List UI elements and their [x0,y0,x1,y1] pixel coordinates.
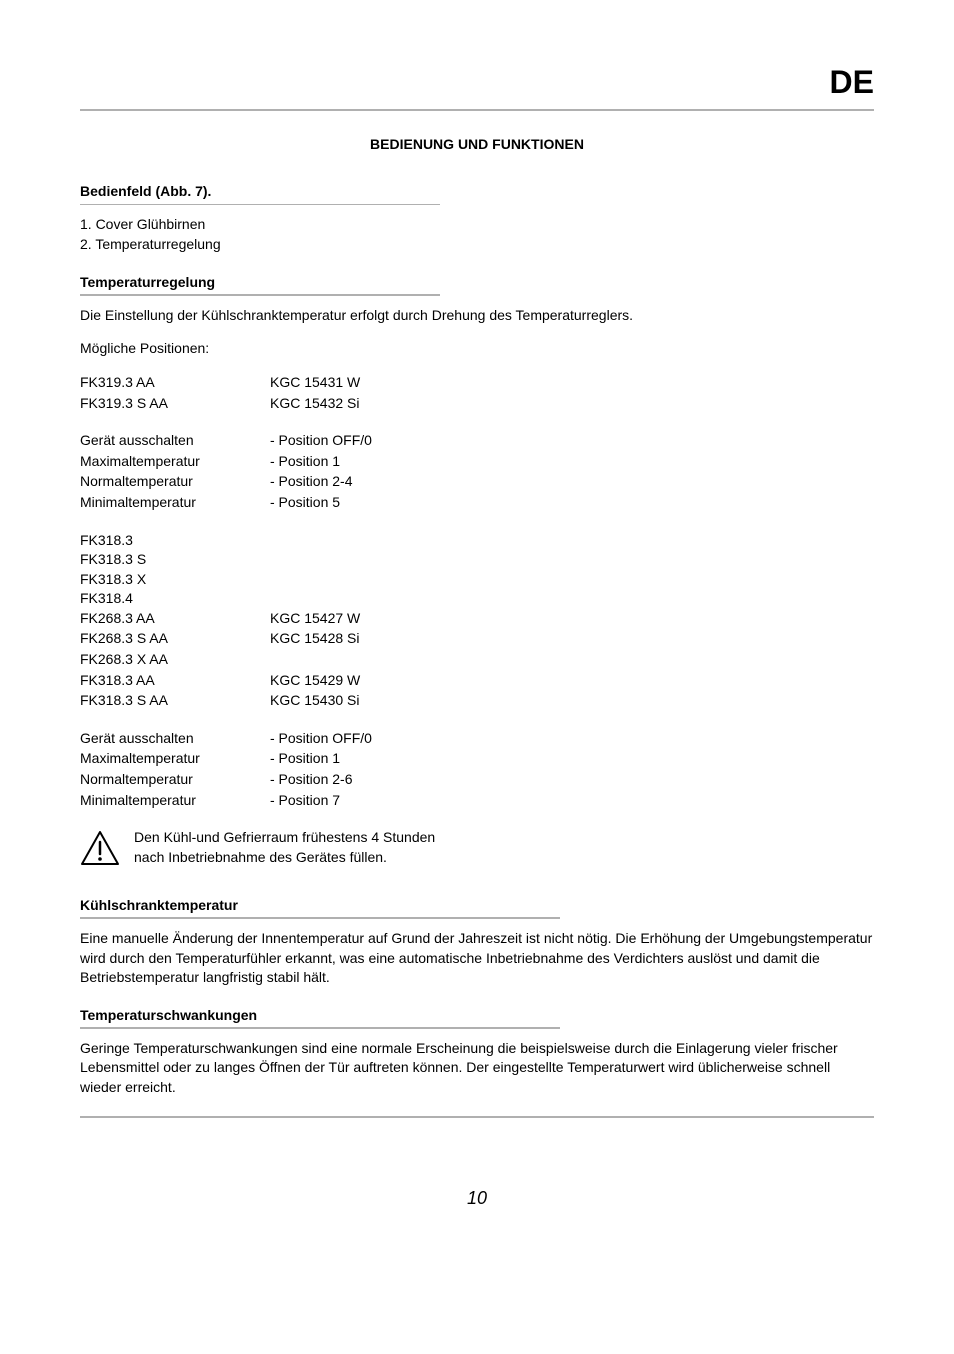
model-label: FK268.3 AA [80,609,260,629]
schwank-rule [80,1027,560,1029]
position-value: - Position 2-4 [270,472,874,492]
position-label: Gerät ausschalten [80,729,260,749]
position-value: - Position 1 [270,749,874,769]
kuhl-rule [80,917,560,919]
model-code: KGC 15427 W [270,609,874,629]
bedienfeld-heading: Bedienfeld (Abb. 7). [80,182,874,202]
position-value: - Position 7 [270,791,874,811]
position-label: Minimaltemperatur [80,791,260,811]
model-code [270,650,874,670]
schwank-heading: Temperaturschwankungen [80,1006,874,1026]
model-label: FK268.3 S AA [80,629,260,649]
position-label: Maximaltemperatur [80,749,260,769]
position-label: Minimaltemperatur [80,493,260,513]
warning-text: Den Kühl-und Gefrierraum frühestens 4 St… [134,828,454,867]
footer-rule [80,1116,874,1118]
models-b: FK268.3 AA KGC 15427 W FK268.3 S AA KGC … [80,609,874,711]
model-label: FK318.3 [80,531,874,551]
model-label: FK319.3 AA [80,373,260,393]
section-title: BEDIENUNG UND FUNKTIONEN [80,135,874,155]
positions-a: Gerät ausschalten - Position OFF/0 Maxim… [80,431,874,512]
header-rule [80,109,874,111]
tempreg-heading: Temperaturregelung [80,273,874,293]
model-code: KGC 15432 Si [270,394,874,414]
kuhl-body: Eine manuelle Änderung der Innentemperat… [80,929,874,988]
model-code: KGC 15428 Si [270,629,874,649]
position-value: - Position 1 [270,452,874,472]
bedienfeld-rule [80,204,440,206]
position-value: - Position OFF/0 [270,431,874,451]
warning-note: Den Kühl-und Gefrierraum frühestens 4 St… [80,828,874,872]
model-label: FK318.3 S AA [80,691,260,711]
position-label: Gerät ausschalten [80,431,260,451]
models-b-plain: FK318.3 FK318.3 S FK318.3 X FK318.4 [80,531,874,609]
model-code: KGC 15430 Si [270,691,874,711]
model-code: KGC 15429 W [270,671,874,691]
position-value: - Position OFF/0 [270,729,874,749]
list-item: 2. Temperaturregelung [80,235,874,255]
model-label: FK318.3 X [80,570,874,590]
model-label: FK319.3 S AA [80,394,260,414]
model-code: KGC 15431 W [270,373,874,393]
models-a: FK319.3 AA KGC 15431 W FK319.3 S AA KGC … [80,373,874,413]
warning-icon [80,830,120,872]
tempreg-intro: Die Einstellung der Kühlschranktemperatu… [80,306,874,326]
tempreg-rule [80,294,440,296]
schwank-body: Geringe Temperaturschwankungen sind eine… [80,1039,874,1098]
model-label: FK318.4 [80,589,874,609]
model-label: FK318.3 AA [80,671,260,691]
position-label: Normaltemperatur [80,472,260,492]
position-value: - Position 2-6 [270,770,874,790]
model-label: FK268.3 X AA [80,650,260,670]
position-label: Maximaltemperatur [80,452,260,472]
tempreg-possible: Mögliche Positionen: [80,339,874,359]
language-label: DE [80,60,874,105]
bedienfeld-list: 1. Cover Glühbirnen 2. Temperaturregelun… [80,215,874,254]
position-label: Normaltemperatur [80,770,260,790]
positions-b: Gerät ausschalten - Position OFF/0 Maxim… [80,729,874,810]
list-item: 1. Cover Glühbirnen [80,215,874,235]
model-label: FK318.3 S [80,550,874,570]
kuhl-heading: Kühlschranktemperatur [80,896,874,916]
position-value: - Position 5 [270,493,874,513]
page-number: 10 [80,1178,874,1211]
